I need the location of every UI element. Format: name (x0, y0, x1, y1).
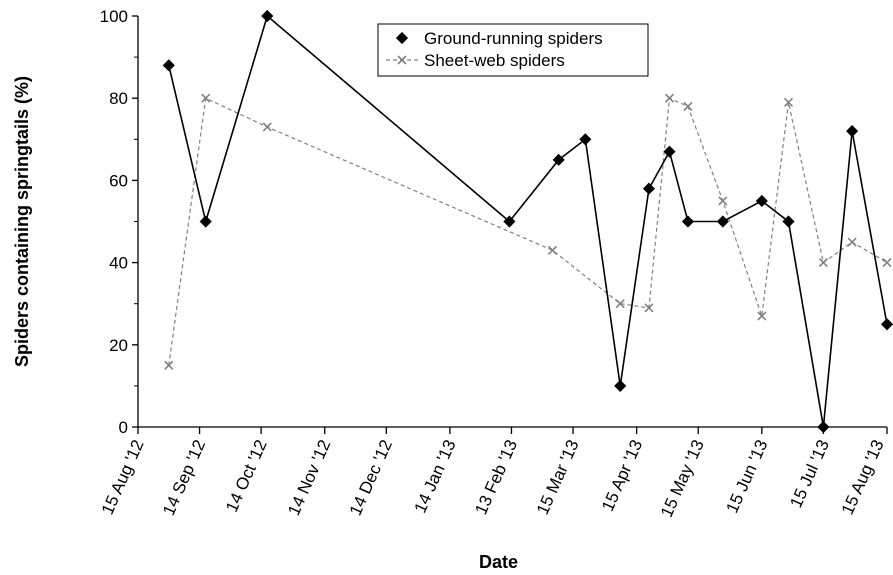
x-tick-label: 14 Nov '12 (284, 437, 334, 518)
x-tick-label: 14 Dec '12 (346, 437, 396, 518)
ground-running-spiders-point (614, 379, 627, 392)
sheet-web-spiders-point (783, 97, 794, 107)
x-tick-label: 15 May '13 (657, 437, 708, 520)
ground-running-spiders-point (503, 215, 516, 228)
y-tick-label: 80 (109, 89, 128, 108)
ground-running-spiders-point (642, 182, 656, 195)
sheet-web-spiders-point (262, 122, 272, 132)
x-tick-label: 13 Feb '13 (471, 437, 521, 518)
ground-running-spiders-point (552, 153, 565, 166)
axes: 0 20 40 60 80 100 15 Aug '12 14 Sep '12 14 Oct … (98, 7, 888, 520)
sheet-web-spiders-point (882, 258, 892, 268)
sheet-web-spiders-point (547, 245, 558, 255)
sheet-web-spiders-series (164, 93, 892, 370)
sheet-web-spiders-point (201, 93, 211, 103)
legend-label-sheet-web-spiders: Sheet-web spiders (424, 51, 565, 70)
x-tick-label: 14 Oct '12 (222, 437, 271, 515)
sheet-web-spiders-point (164, 360, 174, 370)
y-axis-title: Spiders containing springtails (%) (12, 76, 32, 367)
y-tick-label: 0 (119, 418, 128, 437)
sheet-web-spiders-point (683, 101, 693, 111)
x-tick-label: 15 Aug '13 (838, 437, 888, 518)
sheet-web-spiders-point (664, 93, 675, 103)
ground-running-spiders-point (817, 420, 830, 434)
x-ticks: 15 Aug '12 14 Sep '12 14 Oct '12 14 Nov '12… (98, 427, 888, 520)
x-tick-label: 15 Jun '13 (722, 437, 771, 516)
x-tick-label: 15 Apr '13 (598, 437, 646, 514)
legend: Ground-running spiders Sheet-web spiders (377, 23, 649, 77)
ground-running-spiders-point (199, 215, 212, 228)
ground-running-spiders-point (846, 125, 859, 138)
x-tick-label: 15 Aug '12 (98, 437, 148, 518)
sheet-web-spiders-line (168, 97, 888, 366)
x-tick-label: 15 Jul '13 (786, 437, 833, 511)
sheet-web-spiders-point (615, 299, 625, 309)
ground-running-spiders-series (162, 9, 893, 434)
sheet-web-spiders-point (818, 258, 828, 268)
y-tick-label: 60 (109, 171, 128, 190)
ground-running-spiders-point (782, 215, 795, 228)
legend-items: Ground-running spiders Sheet-web spiders (386, 29, 603, 70)
x-tick-label: 15 Mar '13 (533, 437, 583, 518)
ground-running-spiders-point (663, 145, 676, 158)
legend-marker-sheet-web-spiders (397, 55, 407, 65)
sheet-web-spiders-point (644, 303, 654, 313)
ground-running-spiders-point (261, 9, 274, 23)
x-axis-title: Date (479, 552, 518, 572)
ground-running-spiders-point (716, 215, 729, 228)
ground-running-spiders-point (681, 215, 695, 228)
ground-running-spiders-point (579, 133, 592, 146)
legend-marker-ground-running-spiders (395, 31, 409, 45)
series-layer (162, 9, 893, 434)
x-tick-label: 14 Sep '12 (159, 437, 209, 519)
sheet-web-spiders-point (718, 196, 728, 206)
ground-running-spiders-point (755, 194, 768, 208)
x-tick-label: 14 Jan '13 (411, 437, 460, 516)
ground-running-spiders-point (162, 59, 175, 72)
y-ticks: 0 20 40 60 80 100 (100, 7, 138, 437)
sheet-web-spiders-point (757, 311, 767, 321)
ground-running-spiders-line (168, 14, 888, 428)
y-tick-label: 100 (100, 7, 128, 26)
ground-running-spiders-point (880, 318, 893, 331)
y-tick-label: 40 (109, 254, 128, 273)
legend-box (377, 23, 649, 77)
sheet-web-spiders-point (847, 237, 857, 247)
y-tick-label: 20 (109, 336, 128, 355)
legend-label-ground-running-spiders: Ground-running spiders (424, 29, 603, 48)
